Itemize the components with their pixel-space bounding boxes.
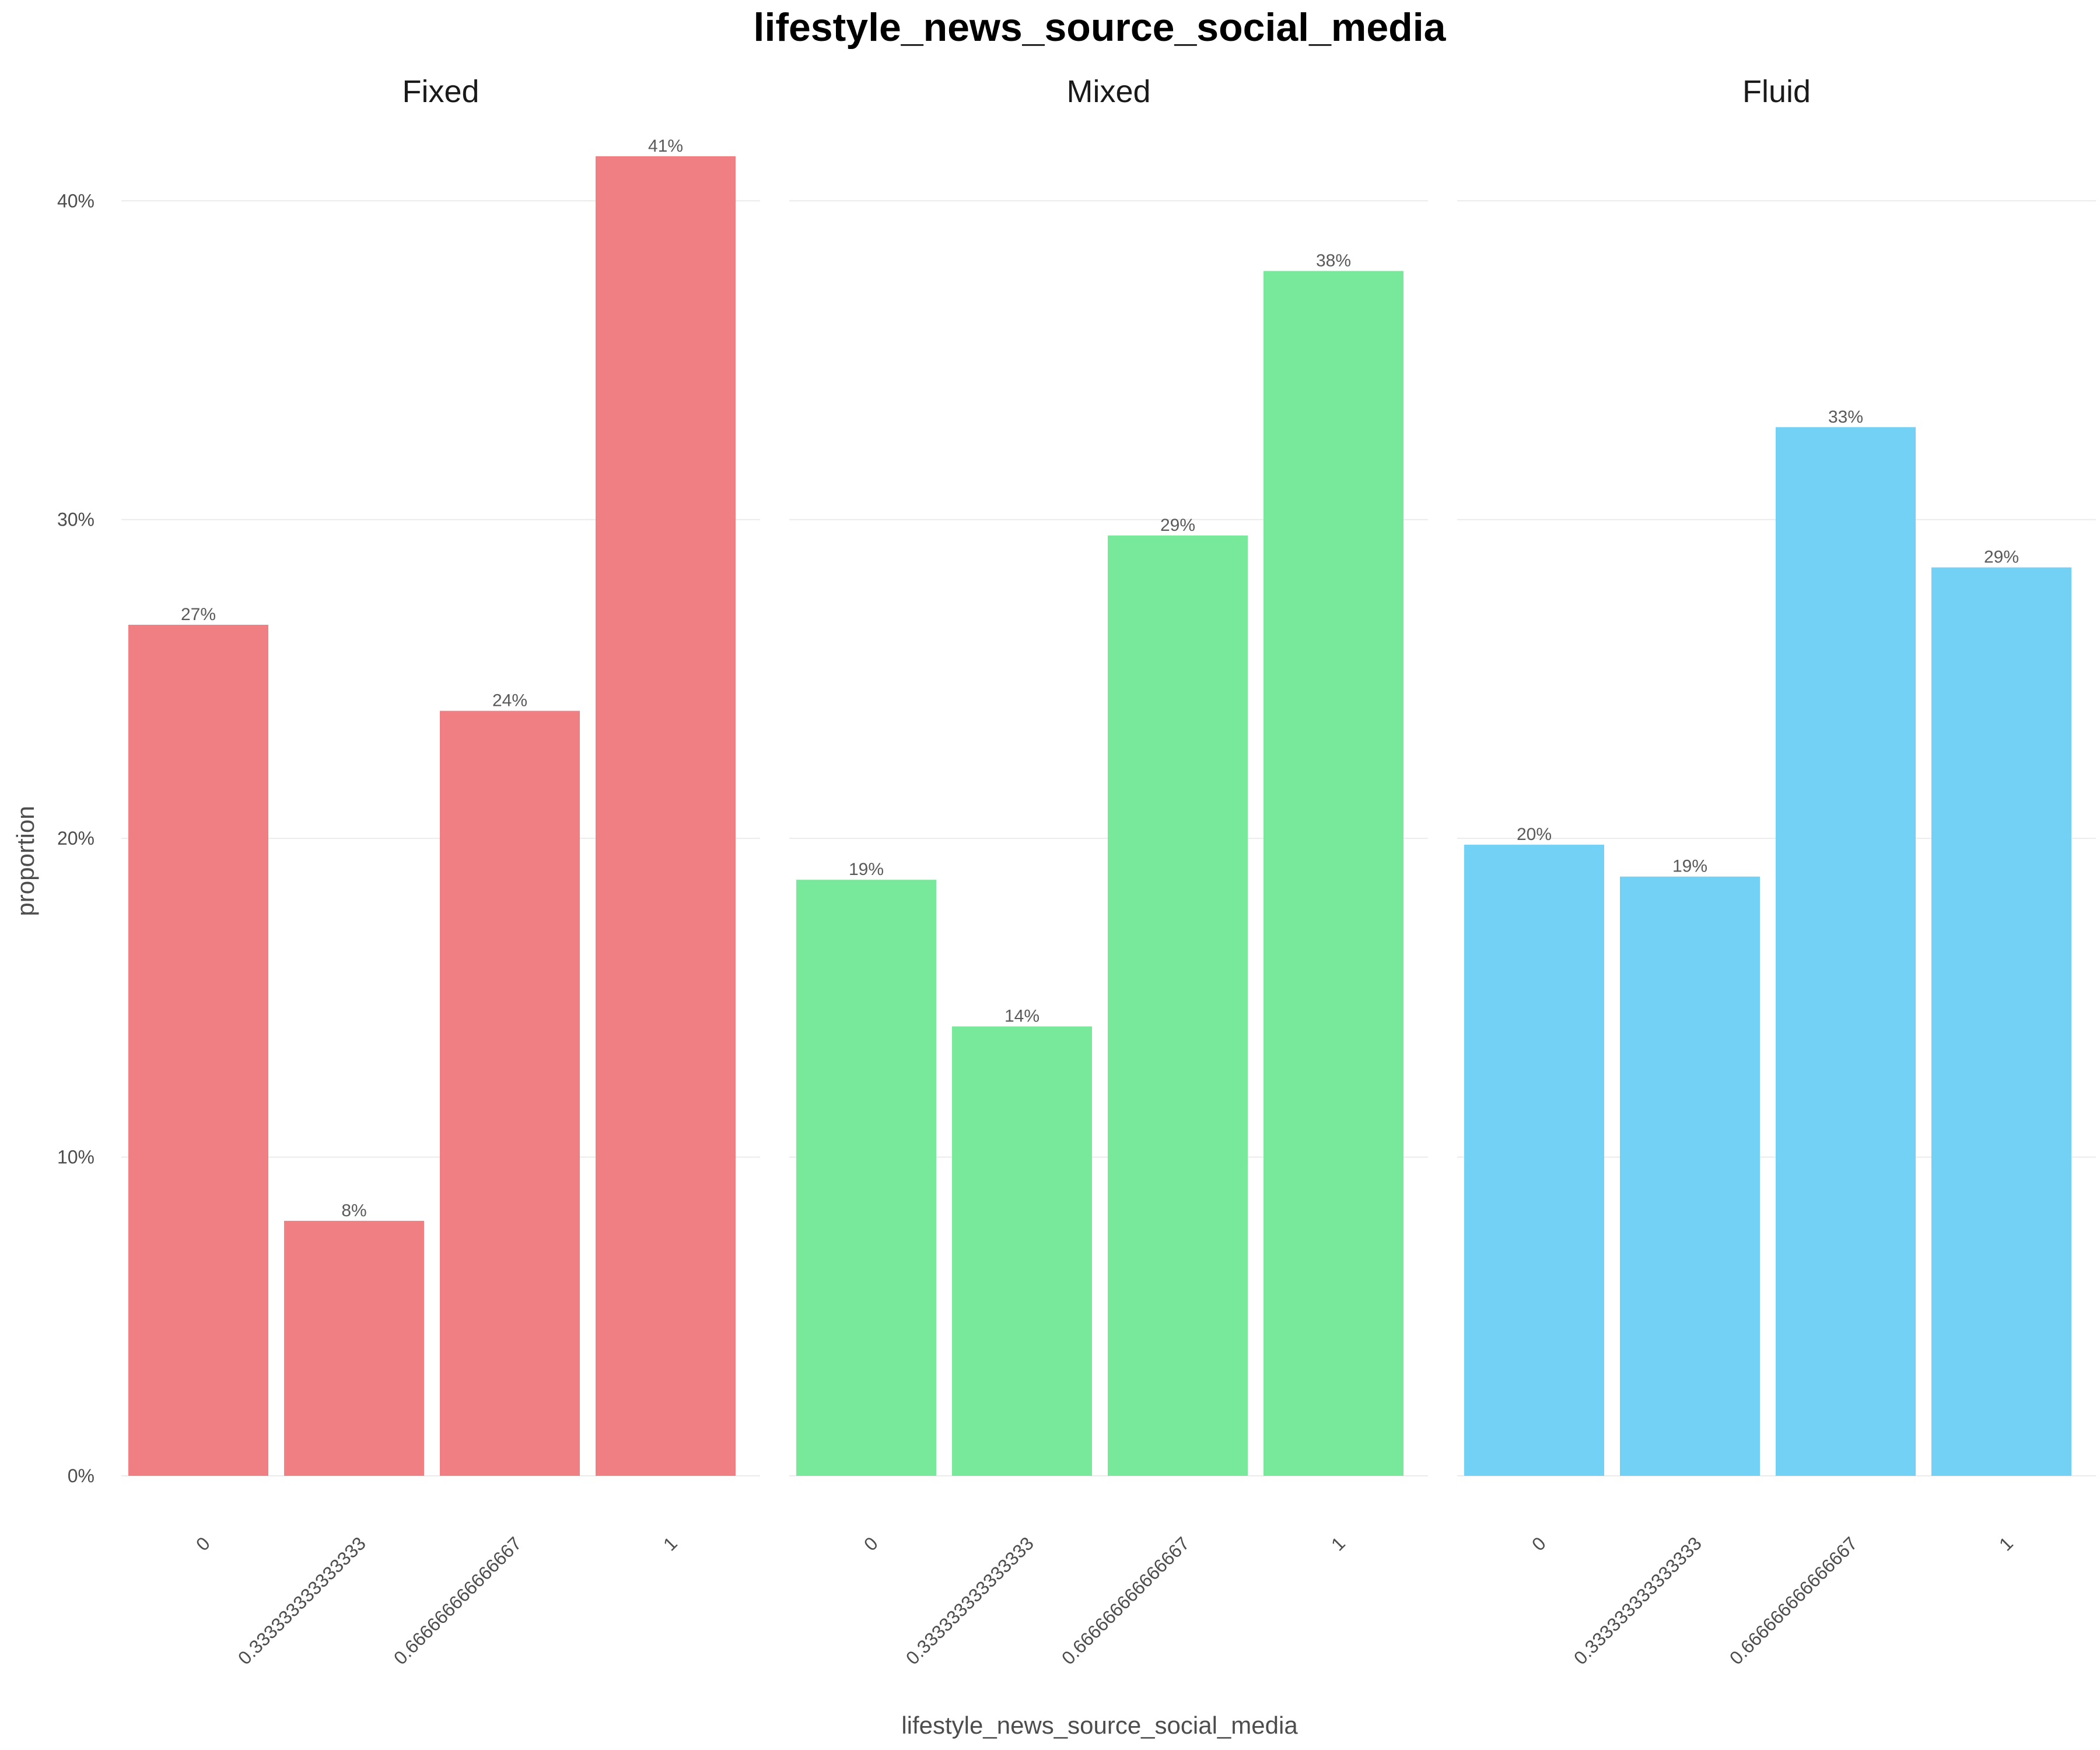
x-tick-label: 0.333333333333333	[902, 1532, 1038, 1668]
data-label: 29%	[1984, 548, 2019, 567]
y-tick-label: 20%	[57, 828, 94, 849]
bar	[796, 880, 936, 1476]
x-tick-label: 1	[1995, 1532, 2017, 1555]
bar	[1620, 876, 1760, 1476]
facet-title: Mixed	[1066, 74, 1150, 109]
y-tick-label: 30%	[57, 509, 94, 530]
data-label: 8%	[341, 1201, 366, 1220]
data-label: 19%	[849, 860, 884, 879]
y-tick-label: 0%	[68, 1465, 94, 1486]
data-label: 33%	[1828, 407, 1863, 426]
data-label: 41%	[648, 136, 683, 156]
facet-panel-mixed: Mixed 19% 0 14% 0.333333333333333 29% 0.666666…	[789, 74, 1428, 1669]
x-axis-title: lifestyle_news_source_social_media	[901, 1712, 1298, 1739]
x-tick-label: 1	[659, 1532, 681, 1555]
x-tick-label: 1	[1327, 1532, 1349, 1555]
y-axis-title: proportion	[12, 806, 39, 916]
data-label: 29%	[1160, 516, 1195, 535]
facet-title: Fixed	[402, 74, 479, 109]
bar	[128, 625, 268, 1476]
y-axis-ticks: 0% 10% 20% 30% 40%	[57, 190, 94, 1486]
bar	[1264, 271, 1404, 1476]
bar	[952, 1026, 1092, 1476]
bar	[1776, 427, 1916, 1476]
facet-panel-fluid: Fluid 20% 0 19% 0.333333333333333 33% 0.666666…	[1457, 74, 2096, 1669]
y-tick-label: 40%	[57, 190, 94, 211]
bar	[1931, 567, 2071, 1476]
x-tick-label: 0	[1528, 1532, 1550, 1555]
data-label: 24%	[492, 691, 527, 710]
data-label: 19%	[1672, 857, 1707, 876]
bar	[596, 156, 736, 1476]
x-tick-label: 0.666666666666667	[1726, 1532, 1861, 1668]
x-tick-label: 0	[192, 1532, 214, 1555]
bar	[1108, 536, 1248, 1476]
facet-panel-fixed: Fixed 27% 0 8% 0.333333333333333 24% 0.6666666…	[121, 74, 760, 1669]
data-label: 14%	[1005, 1007, 1040, 1026]
y-tick-label: 10%	[57, 1147, 94, 1168]
facet-panels: Fixed 27% 0 8% 0.333333333333333 24% 0.6666666…	[121, 74, 2096, 1669]
x-tick-label: 0.666666666666667	[1058, 1532, 1194, 1668]
x-tick-label: 0	[860, 1532, 882, 1555]
facet-title: Fluid	[1742, 74, 1811, 109]
chart-title: lifestyle_news_source_social_media	[754, 5, 1447, 50]
x-tick-label: 0.333333333333333	[234, 1532, 370, 1668]
bar	[1464, 845, 1604, 1476]
bar	[284, 1220, 424, 1476]
data-label: 27%	[181, 605, 216, 624]
x-tick-label: 0.666666666666667	[390, 1532, 526, 1668]
data-label: 38%	[1316, 251, 1351, 271]
bar	[440, 710, 580, 1476]
x-tick-label: 0.333333333333333	[1570, 1532, 1706, 1668]
data-label: 20%	[1517, 825, 1552, 844]
